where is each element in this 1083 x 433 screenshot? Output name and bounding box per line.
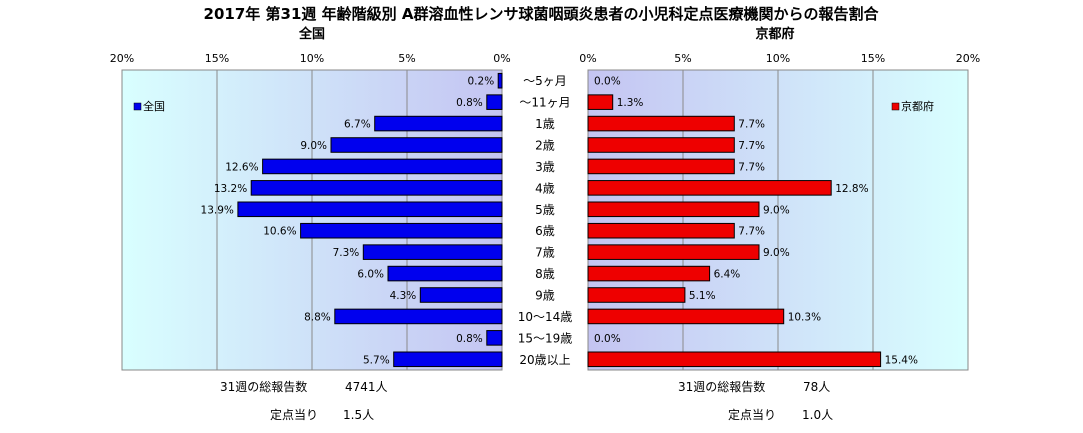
- national-value-label: 5.7%: [363, 354, 390, 366]
- national-value-label: 0.2%: [468, 76, 495, 88]
- national-total-label: 31週の総報告数: [220, 379, 307, 394]
- national-value-label: 9.0%: [300, 140, 327, 152]
- category-label: 9歳: [535, 289, 555, 303]
- chart-title: 2017年 第31週 年齢階級別 A群溶血性レンサ球菌咽頭炎患者の小児科定点医療…: [204, 5, 880, 23]
- national-bar: [334, 308, 503, 325]
- left-tick-label: 20%: [110, 52, 134, 65]
- right-tick-label: 20%: [956, 52, 980, 65]
- national-bar: [419, 287, 503, 303]
- kyoto-bar: [587, 158, 735, 175]
- national-value-label: 0.8%: [456, 97, 483, 109]
- national-bar: [237, 201, 503, 218]
- category-label: 2歳: [535, 139, 555, 153]
- national-value-label: 6.0%: [357, 269, 384, 281]
- kyoto-value-label: 6.4%: [714, 269, 741, 281]
- national-bar: [330, 137, 503, 153]
- category-label: 6歳: [535, 224, 555, 238]
- left-tick-label: 0%: [493, 52, 510, 65]
- kyoto-value-label: 12.8%: [835, 183, 868, 195]
- national-value-label: 12.6%: [225, 161, 258, 173]
- national-bar: [374, 115, 503, 132]
- kyoto-value-label: 5.1%: [689, 290, 716, 302]
- kyoto-value-label: 1.3%: [617, 97, 644, 109]
- national-value-label: 13.2%: [214, 183, 247, 195]
- national-value-label: 10.6%: [263, 226, 296, 238]
- kyoto-bar: [587, 351, 882, 368]
- left-legend: 全国: [133, 99, 165, 113]
- category-label: 4歳: [535, 181, 555, 195]
- national-bar: [262, 158, 503, 175]
- kyoto-value-label: 15.4%: [885, 354, 918, 366]
- left-panel-title: 全国: [298, 26, 325, 42]
- kyoto-value-label: 7.7%: [738, 161, 765, 173]
- kyoto-total-value: 78人: [803, 380, 830, 394]
- kyoto-value-label: 0.0%: [594, 76, 621, 88]
- right-legend-label: 京都府: [901, 99, 934, 113]
- right-legend: 京都府: [891, 99, 934, 113]
- left-legend-swatch: [133, 102, 142, 111]
- category-label: 1歳: [535, 117, 555, 131]
- kyoto-bar: [587, 244, 760, 260]
- kyoto-value-label: 0.0%: [594, 333, 621, 345]
- kyoto-bar: [587, 115, 735, 132]
- right-tick-label: 15%: [861, 52, 885, 65]
- right-legend-swatch: [891, 102, 900, 111]
- kyoto-value-label: 7.7%: [738, 119, 765, 131]
- category-label: ～5ヶ月: [523, 74, 567, 88]
- national-bar: [486, 94, 503, 110]
- kyoto-total-label: 31週の総報告数: [678, 379, 765, 394]
- kyoto-bar: [587, 287, 686, 303]
- national-value-label: 4.3%: [390, 290, 417, 302]
- kyoto-bar: [587, 137, 735, 153]
- category-label: ～11ヶ月: [519, 96, 570, 110]
- national-per-value: 1.5人: [343, 408, 374, 422]
- national-value-label: 0.8%: [456, 333, 483, 345]
- national-bar: [497, 72, 503, 89]
- category-label: 7歳: [535, 246, 555, 260]
- left-tick-label: 5%: [398, 52, 415, 65]
- kyoto-value-label: 7.7%: [738, 140, 765, 152]
- national-value-label: 8.8%: [304, 311, 331, 323]
- national-value-label: 13.9%: [201, 204, 234, 216]
- right-panel-title: 京都府: [755, 26, 794, 42]
- kyoto-value-label: 9.0%: [763, 204, 790, 216]
- left-tick-label: 10%: [300, 52, 324, 65]
- right-tick-label: 0%: [579, 52, 596, 65]
- kyoto-per-label: 定点当り: [728, 407, 776, 422]
- category-label: 3歳: [535, 160, 555, 174]
- national-bar: [393, 351, 503, 368]
- national-bar: [300, 222, 503, 239]
- kyoto-bar: [587, 94, 614, 110]
- national-bar: [250, 180, 503, 196]
- national-value-label: 6.7%: [344, 119, 371, 131]
- right-tick-label: 10%: [766, 52, 790, 65]
- kyoto-bar: [587, 201, 760, 218]
- right-tick-label: 5%: [674, 52, 691, 65]
- kyoto-value-label: 7.7%: [738, 226, 765, 238]
- national-bar: [387, 265, 503, 282]
- category-label: 8歳: [535, 267, 555, 281]
- kyoto-bar: [587, 308, 785, 325]
- category-label: 5歳: [535, 203, 555, 217]
- national-bar: [486, 330, 503, 346]
- category-label: 15～19歳: [518, 331, 573, 345]
- kyoto-value-label: 10.3%: [788, 311, 821, 323]
- category-label: 20歳以上: [519, 353, 570, 367]
- left-tick-label: 15%: [205, 52, 229, 65]
- kyoto-bar: [587, 180, 832, 196]
- kyoto-per-value: 1.0人: [802, 408, 833, 422]
- national-value-label: 7.3%: [333, 247, 360, 259]
- national-total-value: 4741人: [345, 380, 388, 394]
- national-bar: [362, 244, 503, 260]
- kyoto-value-label: 9.0%: [763, 247, 790, 259]
- kyoto-bar: [587, 222, 735, 239]
- national-per-label: 定点当り: [270, 407, 318, 422]
- left-legend-label: 全国: [143, 99, 165, 113]
- category-label: 10～14歳: [518, 310, 573, 324]
- kyoto-bar: [587, 265, 711, 282]
